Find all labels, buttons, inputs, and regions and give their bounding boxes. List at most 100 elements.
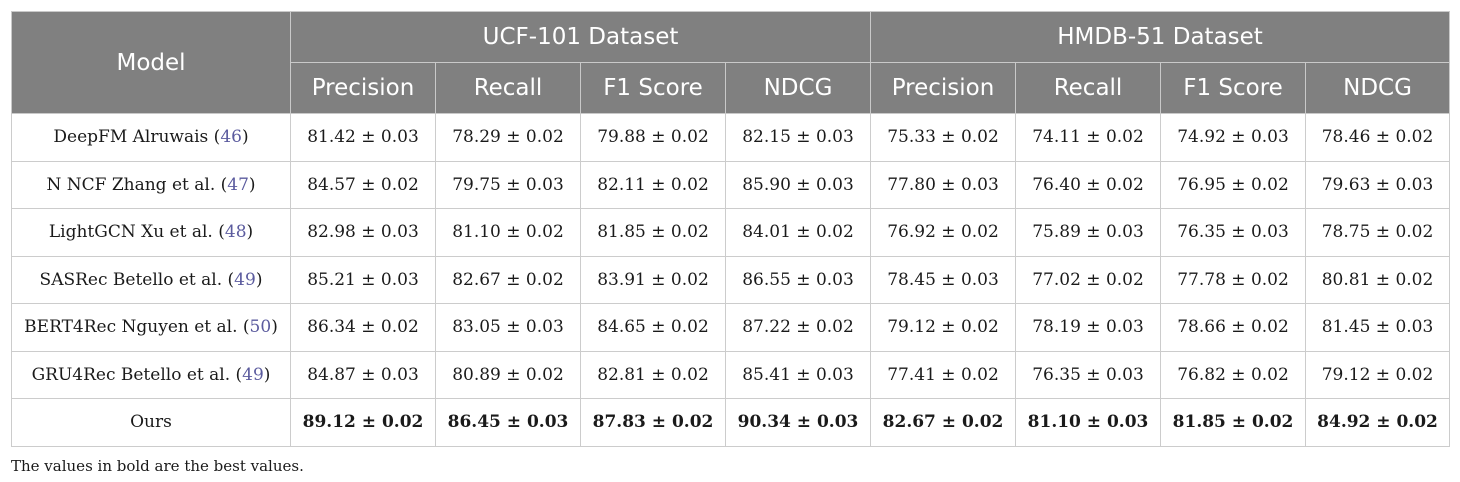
table-row: BERT4Rec Nguyen et al. (50) 86.34 ± 0.02 8… (11, 303, 1451, 352)
metric-value-cell: 78.75 ± 0.02 (1305, 208, 1451, 257)
citation-link[interactable]: 49 (242, 364, 264, 385)
metric-value-cell: 81.10 ± 0.02 (435, 208, 581, 257)
metric-value-cell: 82.15 ± 0.03 (724, 113, 872, 162)
model-name-cell: LightGCN Xu et al. (48) (11, 208, 291, 257)
metric-value-cell: 79.12 ± 0.02 (870, 303, 1017, 352)
metric-value-cell: 77.78 ± 0.02 (1160, 255, 1307, 304)
metric-value-cell: 77.41 ± 0.02 (870, 350, 1017, 399)
model-name: BERT4Rec Nguyen et al. ( (24, 317, 250, 338)
metric-value-cell: 82.11 ± 0.02 (580, 160, 726, 209)
metric-value-cell: 78.19 ± 0.03 (1015, 303, 1162, 352)
header-model: Model (11, 11, 291, 114)
metric-value-cell: 86.45 ± 0.03 (435, 398, 581, 447)
table-row: SASRec Betello et al. (49) 85.21 ± 0.03 82… (11, 255, 1451, 304)
metric-value-cell: 79.75 ± 0.03 (435, 160, 581, 209)
metric-value-cell: 80.81 ± 0.02 (1305, 255, 1451, 304)
citation-close-paren: ) (263, 364, 271, 385)
table-footnote: The values in bold are the best values. (11, 456, 304, 475)
metric-value-cell: 82.81 ± 0.02 (580, 350, 726, 399)
header-metric: Precision (290, 62, 436, 114)
metric-value-cell: 84.87 ± 0.03 (290, 350, 436, 399)
metric-value-cell: 84.57 ± 0.02 (290, 160, 436, 209)
header-row-metrics: Precision Recall F1 Score NDCG Precision… (12, 62, 1451, 114)
metric-value-cell: 82.67 ± 0.02 (435, 255, 581, 304)
metric-value-cell: 84.92 ± 0.02 (1305, 398, 1451, 447)
model-name-cell: BERT4Rec Nguyen et al. (50) (11, 303, 291, 352)
citation-close-paren: ) (255, 269, 263, 290)
header-metric: Precision (870, 62, 1017, 114)
model-name: DeepFM Alruwais ( (53, 127, 221, 148)
header-row-groups: Model UCF-101 Dataset HMDB-51 Dataset (11, 11, 1451, 114)
metric-value-cell: 81.85 ± 0.02 (1160, 398, 1307, 447)
metric-value-cell: 81.42 ± 0.03 (290, 113, 436, 162)
metric-value-cell: 89.12 ± 0.02 (290, 398, 436, 447)
results-table-container: Model UCF-101 Dataset HMDB-51 Dataset Pr… (11, 11, 1451, 475)
metric-value-cell: 78.46 ± 0.02 (1305, 113, 1451, 162)
metric-value-cell: 74.11 ± 0.02 (1015, 113, 1162, 162)
citation-close-paren: ) (246, 222, 254, 243)
metric-value-cell: 77.02 ± 0.02 (1015, 255, 1162, 304)
metric-value-cell: 86.55 ± 0.03 (724, 255, 872, 304)
model-name: SASRec Betello et al. ( (39, 269, 235, 290)
citation-close-paren: ) (271, 317, 278, 338)
table-row: DeepFM Alruwais (46) 81.42 ± 0.03 78.29 ± … (11, 113, 1451, 162)
metric-value-cell: 83.91 ± 0.02 (580, 255, 726, 304)
table-row: GRU4Rec Betello et al. (49) 84.87 ± 0.03 8… (11, 350, 1451, 399)
metric-value-cell: 76.92 ± 0.02 (870, 208, 1017, 257)
metric-value-cell: 87.22 ± 0.02 (724, 303, 872, 352)
header-metric: Recall (435, 62, 581, 114)
header-group-hmdb51: HMDB-51 Dataset (870, 11, 1451, 63)
metric-value-cell: 76.82 ± 0.02 (1160, 350, 1307, 399)
model-name-cell: SASRec Betello et al. (49) (11, 255, 291, 304)
citation-link[interactable]: 46 (220, 127, 242, 148)
citation-link[interactable]: 48 (224, 222, 247, 243)
metric-value-cell: 80.89 ± 0.02 (435, 350, 581, 399)
citation-close-paren: ) (248, 174, 256, 195)
metric-value-cell: 86.34 ± 0.02 (290, 303, 436, 352)
citation-link[interactable]: 49 (234, 269, 256, 290)
citation-link[interactable]: 47 (227, 174, 249, 195)
metric-value-cell: 82.67 ± 0.02 (870, 398, 1017, 447)
model-name: GRU4Rec Betello et al. ( (31, 364, 243, 385)
metric-value-cell: 82.98 ± 0.03 (290, 208, 436, 257)
model-name: Ours (130, 412, 172, 433)
metric-value-cell: 78.45 ± 0.03 (870, 255, 1017, 304)
metric-value-cell: 77.80 ± 0.03 (870, 160, 1017, 209)
header-metric: F1 Score (1160, 62, 1307, 114)
metric-value-cell: 74.92 ± 0.03 (1160, 113, 1307, 162)
metric-value-cell: 81.45 ± 0.03 (1305, 303, 1451, 352)
results-table: Model UCF-101 Dataset HMDB-51 Dataset Pr… (11, 11, 1451, 447)
table-row: N NCF Zhang et al. (47) 84.57 ± 0.02 79.75… (11, 160, 1451, 209)
metric-value-cell: 76.35 ± 0.03 (1160, 208, 1307, 257)
metric-value-cell: 85.90 ± 0.03 (724, 160, 872, 209)
metric-value-cell: 76.35 ± 0.03 (1015, 350, 1162, 399)
metric-value-cell: 76.95 ± 0.02 (1160, 160, 1307, 209)
metric-value-cell: 75.33 ± 0.02 (870, 113, 1017, 162)
metric-value-cell: 81.85 ± 0.02 (580, 208, 726, 257)
header-metric: F1 Score (580, 62, 726, 114)
header-group-ucf101: UCF-101 Dataset (289, 11, 872, 63)
metric-value-cell: 85.21 ± 0.03 (290, 255, 436, 304)
model-name: N NCF Zhang et al. ( (46, 174, 228, 195)
metric-value-cell: 81.10 ± 0.03 (1015, 398, 1162, 447)
metric-value-cell: 87.83 ± 0.02 (580, 398, 726, 447)
metric-value-cell: 90.34 ± 0.03 (724, 398, 872, 447)
citation-close-paren: ) (241, 127, 249, 148)
model-name-cell: DeepFM Alruwais (46) (11, 113, 291, 162)
model-name-cell: N NCF Zhang et al. (47) (11, 160, 291, 209)
header-metric: NDCG (724, 62, 872, 114)
metric-value-cell: 78.29 ± 0.02 (435, 113, 581, 162)
metric-value-cell: 85.41 ± 0.03 (724, 350, 872, 399)
model-name: LightGCN Xu et al. ( (48, 222, 225, 243)
table-row: Ours 89.12 ± 0.02 86.45 ± 0.03 87.83 ± 0.02… (11, 398, 1451, 447)
metric-value-cell: 79.12 ± 0.02 (1305, 350, 1451, 399)
metric-value-cell: 83.05 ± 0.03 (435, 303, 581, 352)
header-metric: Recall (1015, 62, 1162, 114)
metric-value-cell: 78.66 ± 0.02 (1160, 303, 1307, 352)
metric-value-cell: 75.89 ± 0.03 (1015, 208, 1162, 257)
header-metric: NDCG (1305, 62, 1451, 114)
model-name-cell: Ours (11, 398, 291, 447)
citation-link[interactable]: 50 (249, 317, 272, 338)
table-row: LightGCN Xu et al. (48) 82.98 ± 0.03 81.10… (11, 208, 1451, 257)
metric-value-cell: 84.01 ± 0.02 (724, 208, 872, 257)
